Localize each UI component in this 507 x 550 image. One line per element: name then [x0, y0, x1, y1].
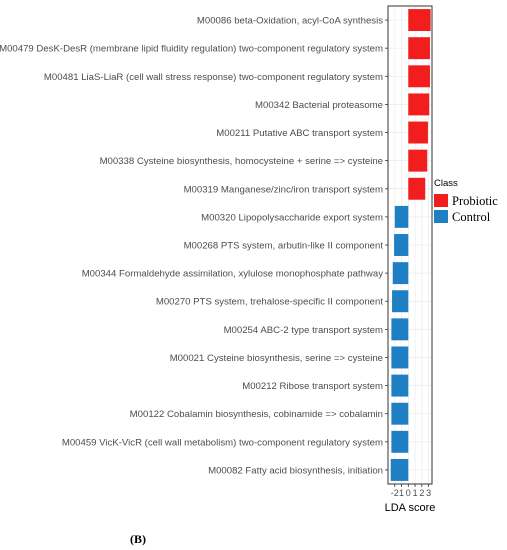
chart-bars — [390, 9, 431, 481]
category-labels: M00086 beta-Oxidation, acyl-CoA synthesi… — [0, 16, 388, 476]
x-axis-ticks: -2 1 0 1 2 3 — [391, 484, 431, 498]
bar — [408, 177, 426, 200]
category-label: M00211 Putative ABC transport system — [216, 128, 383, 139]
bar — [391, 430, 409, 453]
bar — [391, 318, 409, 341]
category-label: M00254 ABC-2 type transport system — [224, 325, 383, 336]
legend-swatch — [434, 210, 448, 223]
bar — [394, 205, 409, 228]
legend-title: Class — [434, 178, 458, 189]
category-label: M00320 Lipopolysaccharide export system — [201, 212, 383, 223]
category-label: M00082 Fatty acid biosynthesis, initiati… — [208, 465, 383, 476]
bar — [408, 65, 430, 88]
bar — [391, 374, 409, 397]
category-label: M00270 PTS system, trehalose-specific II… — [156, 297, 383, 308]
category-label: M00086 beta-Oxidation, acyl-CoA synthesi… — [197, 16, 383, 27]
category-label: M00479 DesK-DesR (membrane lipid fluidit… — [0, 44, 383, 55]
category-label: M00021 Cysteine biosynthesis, serine => … — [170, 353, 383, 364]
x-axis-title: LDA score — [385, 502, 436, 514]
category-label: M00342 Bacterial proteasome — [255, 100, 383, 111]
x-tick-label: -2 — [391, 488, 399, 498]
x-tick-label: 2 — [419, 488, 424, 498]
bar — [408, 121, 428, 144]
bar — [408, 37, 430, 60]
bar — [408, 93, 430, 116]
category-label: M00338 Cysteine biosynthesis, homocystei… — [100, 156, 383, 167]
bar — [408, 149, 428, 172]
category-label: M00319 Manganese/zinc/iron transport sys… — [184, 184, 383, 195]
legend-label: Probiotic — [452, 194, 498, 208]
category-label: M00459 VicK-VicR (cell wall metabolism) … — [62, 437, 383, 448]
bar — [391, 402, 409, 425]
bar — [390, 458, 409, 481]
legend-swatch — [434, 194, 448, 207]
category-label: M00122 Cobalamin biosynthesis, cobinamid… — [130, 409, 383, 420]
legend: Class Probiotic Control — [434, 178, 498, 224]
x-tick-label: 1 — [399, 488, 404, 498]
bar — [392, 290, 409, 313]
x-tick-label: 3 — [426, 488, 431, 498]
bar — [391, 346, 409, 369]
category-label: M00268 PTS system, arbutin-like II compo… — [184, 241, 384, 252]
panel-label: (B) — [130, 532, 146, 546]
bar — [392, 262, 409, 285]
x-tick-label: 0 — [406, 488, 411, 498]
bar — [408, 9, 431, 32]
legend-label: Control — [452, 210, 491, 224]
category-label: M00212 Ribose transport system — [242, 381, 383, 392]
x-tick-label: 1 — [413, 488, 418, 498]
bar — [394, 234, 409, 256]
category-label: M00481 LiaS-LiaR (cell wall stress respo… — [44, 72, 383, 83]
category-label: M00344 Formaldehyde assimilation, xylulo… — [82, 269, 384, 280]
